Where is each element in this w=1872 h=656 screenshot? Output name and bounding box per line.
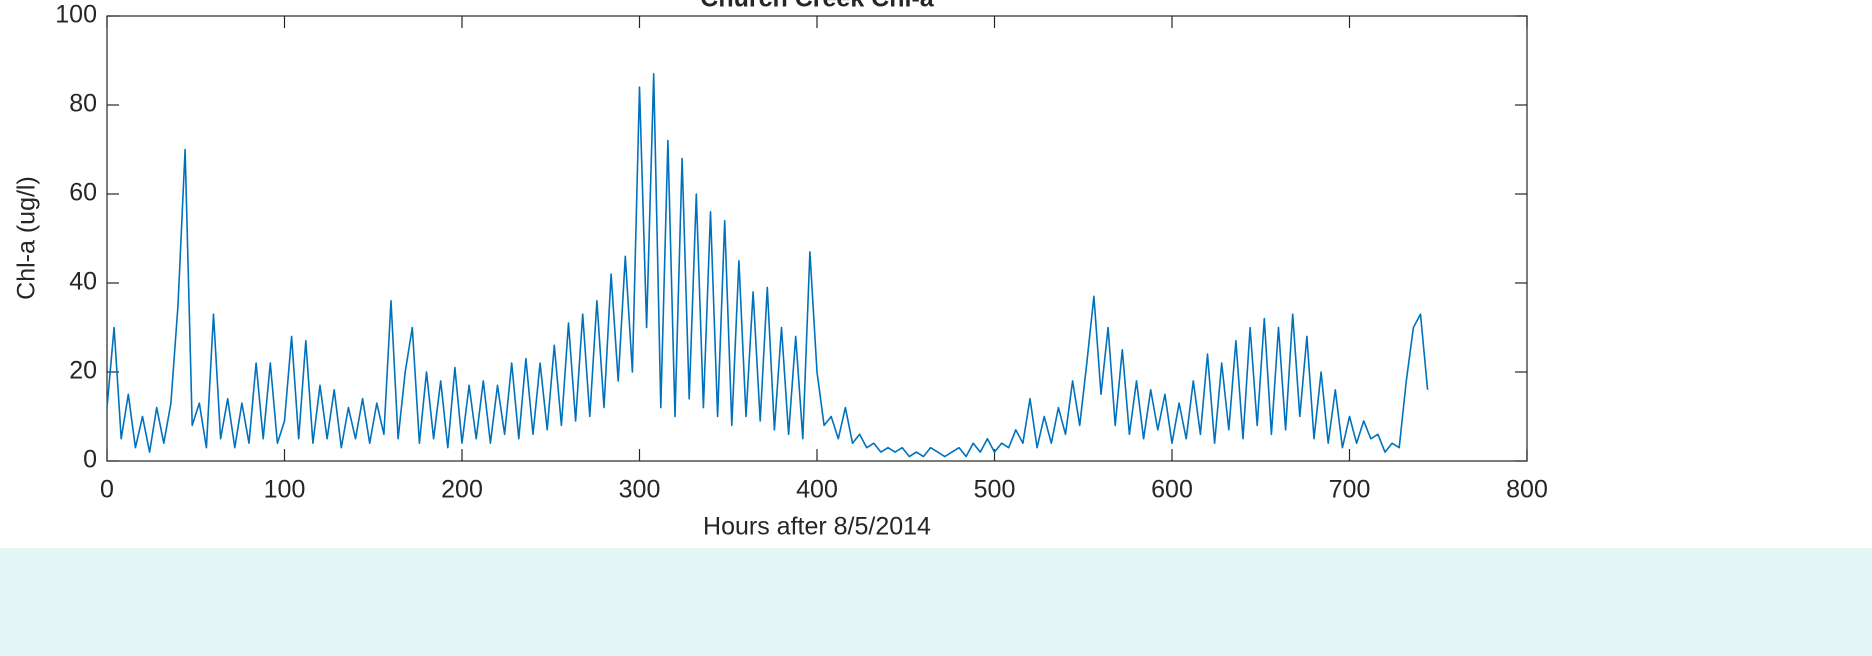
- x-tick-label: 700: [1329, 476, 1371, 504]
- x-tick-label: 800: [1506, 476, 1548, 504]
- y-axis-label: Chl-a (ug/l): [13, 176, 41, 300]
- y-tick-label: 100: [55, 1, 97, 29]
- y-tick-label: 0: [83, 446, 97, 474]
- x-tick-label: 400: [796, 476, 838, 504]
- chart-title: Church Creek Chl-a: [700, 0, 934, 13]
- y-tick-label: 40: [69, 268, 97, 296]
- bottom-strip: [0, 548, 1872, 656]
- x-tick-label: 0: [100, 476, 114, 504]
- x-tick-label: 100: [264, 476, 306, 504]
- data-line: [106, 73, 1429, 458]
- x-tick-label: 200: [441, 476, 483, 504]
- x-tick-label: 500: [974, 476, 1016, 504]
- x-tick-label: 600: [1151, 476, 1193, 504]
- x-tick-label: 300: [619, 476, 661, 504]
- y-tick-label: 80: [69, 90, 97, 118]
- y-tick-label: 60: [69, 179, 97, 207]
- plot-frame: [106, 15, 1528, 462]
- y-tick-label: 20: [69, 357, 97, 385]
- x-axis-label: Hours after 8/5/2014: [703, 513, 931, 541]
